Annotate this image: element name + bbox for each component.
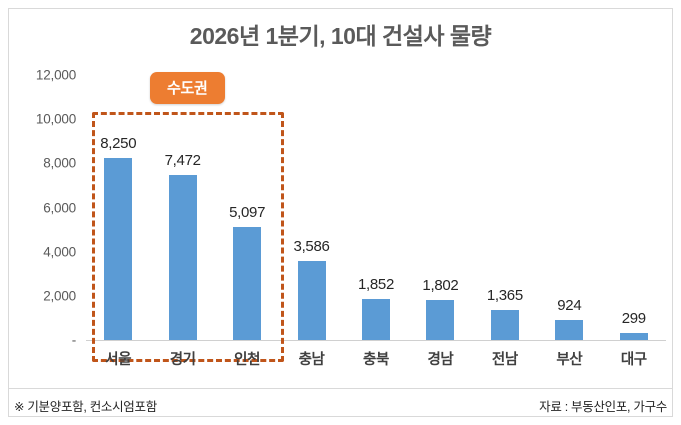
bar-group: 1,852 충북 [344, 0, 408, 380]
capital-region-badge: 수도권 [150, 72, 225, 104]
bar-value-label: 7,472 [164, 151, 201, 169]
x-axis-category-label: 충북 [363, 352, 389, 368]
capital-region-highlight-box [92, 112, 284, 362]
bar-group: 5,097 인천 [215, 0, 279, 380]
bar-value-label: 5,097 [229, 204, 266, 222]
bar[interactable] [297, 260, 326, 340]
bar[interactable] [361, 299, 390, 340]
y-axis-tick-5: 2,000 [43, 288, 76, 304]
bar[interactable] [233, 227, 262, 340]
bar-value-label: 924 [557, 296, 582, 314]
bar-value-label: 1,365 [486, 286, 523, 304]
x-axis-category-label: 충남 [298, 352, 325, 368]
footer-divider [9, 388, 672, 389]
y-axis-tick-4: 4,000 [43, 244, 76, 260]
x-axis-category-label: 인천 [234, 352, 261, 368]
bar-value-label: 8,250 [100, 134, 137, 152]
bar[interactable] [619, 333, 648, 340]
bar-value-label: 1,802 [422, 277, 459, 295]
x-axis-line [86, 340, 666, 341]
bar[interactable] [426, 300, 455, 340]
footer-note: ※ 기분양포함, 컨소시엄포함 [14, 400, 157, 414]
bar-series: 8,250 서울 7,472 경기 5,097 인천 3,586 충남 1,852 충북 1,802… [86, 0, 666, 380]
chart-title: 2026년 1분기, 10대 건설사 물량 [189, 23, 492, 49]
y-axis-tick-0: 12,000 [35, 67, 76, 83]
x-axis-category-label: 서울 [105, 352, 132, 368]
bar-group: 924 부산 [537, 0, 601, 380]
x-axis-category-label: 대구 [620, 352, 647, 368]
y-axis-tick-1: 10,000 [35, 111, 76, 127]
bar[interactable] [104, 157, 133, 340]
bar-group: 8,250 서울 [86, 0, 150, 380]
y-axis-tick-2: 8,000 [43, 155, 76, 171]
footer-source: 자료 : 부동산인포, 가구수 [539, 400, 667, 414]
x-axis-category-label: 경기 [169, 352, 196, 368]
bar-group: 7,472 경기 [150, 0, 214, 380]
bar-group: 1,802 경남 [408, 0, 472, 380]
bar-group: 3,586 충남 [279, 0, 343, 380]
plot-area: 12,000 10,000 8,000 6,000 4,000 2,000 - 수도권 8,… [14, 0, 666, 380]
x-axis-category-label: 전남 [491, 352, 518, 368]
bar[interactable] [490, 309, 519, 340]
y-axis-tick-3: 6,000 [43, 200, 76, 215]
bar-group: 1,365 전남 [473, 0, 537, 380]
y-axis-tick-6: - [71, 332, 76, 348]
bar[interactable] [168, 174, 197, 340]
bar-value-label: 299 [621, 310, 646, 328]
bar-group: 299 대구 [602, 0, 666, 380]
x-axis-category-label: 경남 [427, 352, 454, 368]
bar-value-label: 3,586 [293, 237, 330, 255]
bar-value-label: 1,852 [357, 276, 395, 294]
bar[interactable] [555, 319, 584, 340]
x-axis-category-label: 부산 [556, 352, 583, 368]
y-axis-tick-labels: 12,000 10,000 8,000 6,000 4,000 2,000 - [14, 0, 76, 380]
